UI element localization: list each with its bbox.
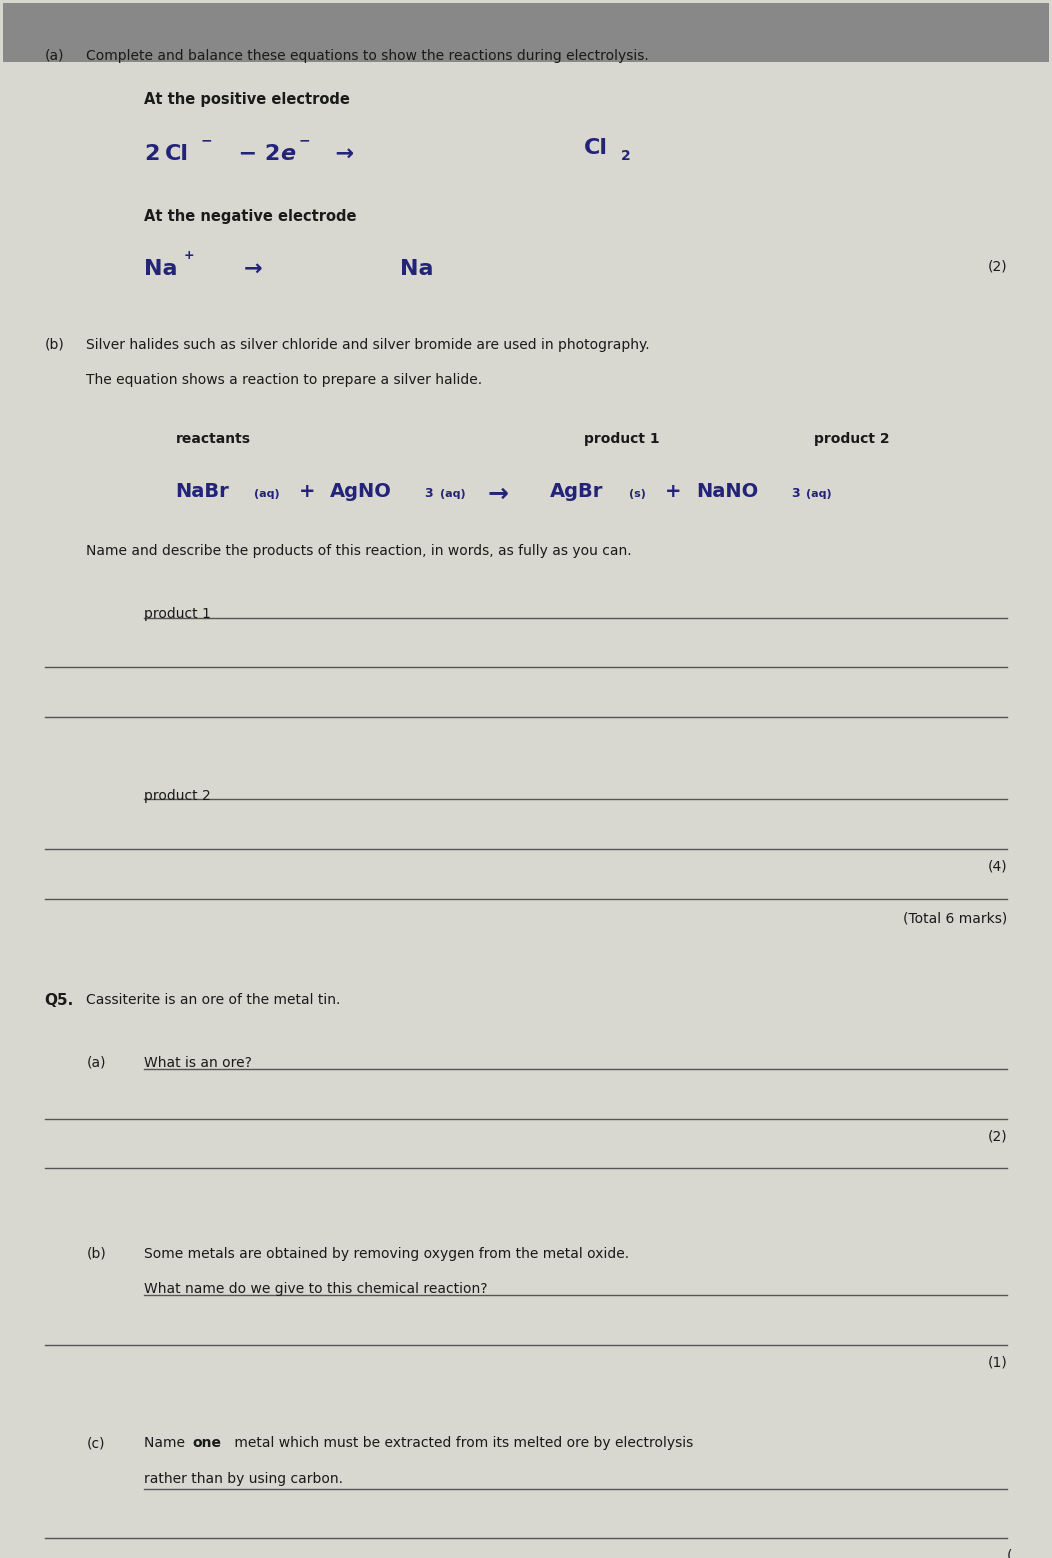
Text: (2): (2) xyxy=(988,259,1008,273)
Text: Cl: Cl xyxy=(584,137,608,157)
Text: (aq): (aq) xyxy=(440,489,466,500)
Text: 2: 2 xyxy=(144,143,160,164)
Text: 3: 3 xyxy=(791,486,800,500)
Text: Cl: Cl xyxy=(165,143,189,164)
Bar xyxy=(3,3,1049,62)
Text: − 2: − 2 xyxy=(223,143,280,164)
Text: (aq): (aq) xyxy=(807,489,832,500)
Text: product 1: product 1 xyxy=(584,432,660,446)
Text: Name and describe the products of this reaction, in words, as fully as you can.: Name and describe the products of this r… xyxy=(86,544,632,558)
Text: Na: Na xyxy=(401,259,433,279)
Text: →: → xyxy=(320,143,353,164)
Text: At the positive electrode: At the positive electrode xyxy=(144,92,350,108)
Text: Name: Name xyxy=(144,1436,189,1450)
Text: (Total 6 marks): (Total 6 marks) xyxy=(903,911,1008,925)
Text: (2): (2) xyxy=(988,1130,1008,1144)
Text: (1): (1) xyxy=(988,1355,1008,1369)
Text: (s): (s) xyxy=(628,489,646,500)
Text: AgNO: AgNO xyxy=(330,481,392,500)
Text: (aq): (aq) xyxy=(254,489,280,500)
Text: Cassiterite is an ore of the metal tin.: Cassiterite is an ore of the metal tin. xyxy=(86,992,341,1006)
Text: metal which must be extracted from its melted ore by electrolysis: metal which must be extracted from its m… xyxy=(229,1436,693,1450)
Text: Complete and balance these equations to show the reactions during electrolysis.: Complete and balance these equations to … xyxy=(86,48,649,62)
Text: Silver halides such as silver chloride and silver bromide are used in photograph: Silver halides such as silver chloride a… xyxy=(86,338,650,352)
Text: +: + xyxy=(184,249,195,262)
Text: 2: 2 xyxy=(622,150,631,164)
Text: The equation shows a reaction to prepare a silver halide.: The equation shows a reaction to prepare… xyxy=(86,372,483,386)
Text: product 2: product 2 xyxy=(814,432,889,446)
Text: At the negative electrode: At the negative electrode xyxy=(144,209,357,224)
Text: product 1: product 1 xyxy=(144,608,210,622)
Text: 3: 3 xyxy=(425,486,433,500)
Text: (b): (b) xyxy=(44,338,64,352)
Text: (a): (a) xyxy=(44,48,64,62)
Text: What is an ore?: What is an ore? xyxy=(144,1056,251,1070)
Text: Q5.: Q5. xyxy=(44,992,74,1008)
Text: (a): (a) xyxy=(86,1056,106,1070)
Text: (: ( xyxy=(1007,1549,1013,1558)
Text: −: − xyxy=(299,134,310,148)
Text: AgBr: AgBr xyxy=(550,481,604,500)
Text: (c): (c) xyxy=(86,1436,105,1450)
Text: (4): (4) xyxy=(988,860,1008,874)
Text: →: → xyxy=(487,481,508,505)
Text: Na: Na xyxy=(144,259,178,279)
Text: NaBr: NaBr xyxy=(176,481,229,500)
Text: Some metals are obtained by removing oxygen from the metal oxide.: Some metals are obtained by removing oxy… xyxy=(144,1246,629,1260)
Text: →: → xyxy=(243,259,262,279)
Text: +: + xyxy=(665,481,682,500)
Text: one: one xyxy=(193,1436,221,1450)
Text: +: + xyxy=(299,481,316,500)
Text: e: e xyxy=(280,143,296,164)
Text: rather than by using carbon.: rather than by using carbon. xyxy=(144,1472,343,1486)
Text: reactants: reactants xyxy=(176,432,250,446)
Text: (b): (b) xyxy=(86,1246,106,1260)
Text: What name do we give to this chemical reaction?: What name do we give to this chemical re… xyxy=(144,1282,487,1296)
Text: NaNO: NaNO xyxy=(696,481,758,500)
Text: −: − xyxy=(201,134,213,148)
Text: product 2: product 2 xyxy=(144,788,210,802)
